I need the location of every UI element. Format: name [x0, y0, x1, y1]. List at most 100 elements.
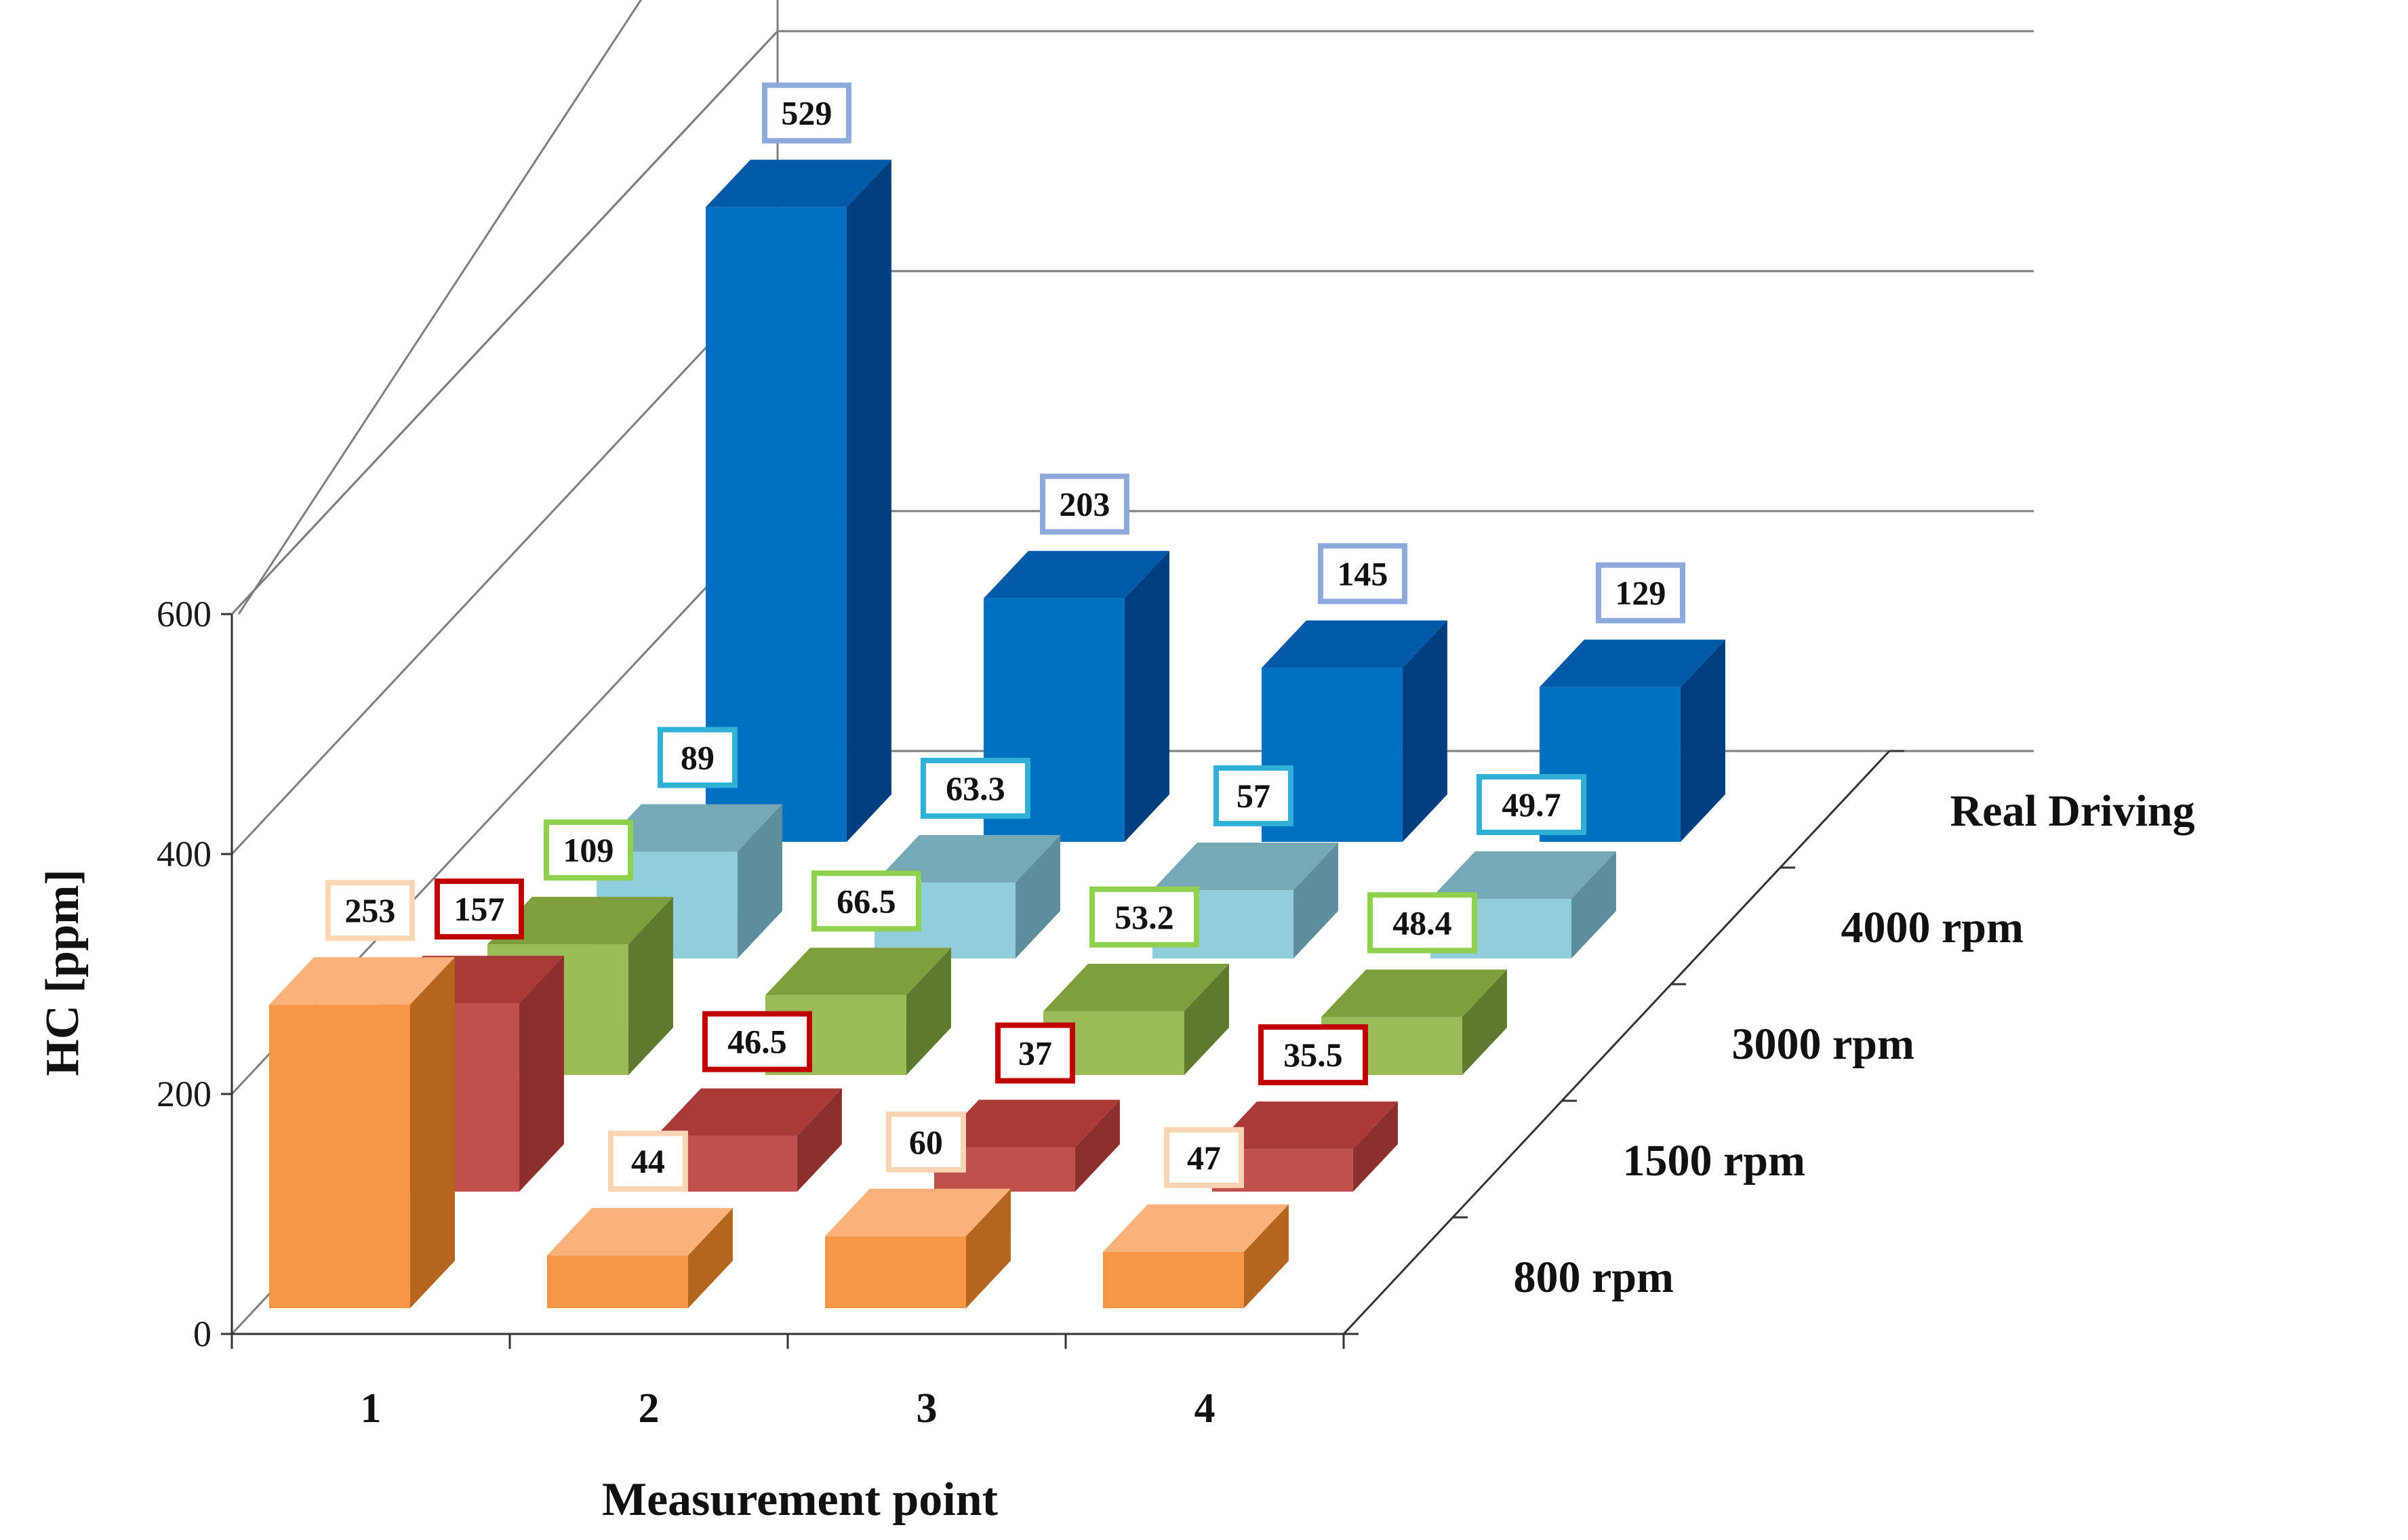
data-label: 60	[909, 1123, 943, 1161]
bar-top	[1043, 963, 1229, 1011]
bar-top	[983, 550, 1169, 599]
bar: 145	[1261, 543, 1447, 842]
wall-top-diagonal	[237, 0, 643, 615]
bar-top	[656, 1088, 842, 1136]
data-label: 44	[631, 1142, 665, 1180]
data-label: 66.5	[837, 882, 896, 920]
bar-side	[1402, 620, 1447, 842]
bar: 49.7	[1430, 774, 1616, 958]
data-label: 47	[1187, 1139, 1221, 1177]
data-label: 109	[563, 831, 614, 869]
bar-side	[1293, 843, 1338, 958]
x-tick-label: 1	[361, 1385, 382, 1432]
legend-series-label: 1500 rpm	[1623, 1136, 1805, 1186]
data-label-box	[702, 1011, 812, 1072]
bar: 203	[983, 473, 1169, 842]
data-label-box	[1089, 886, 1199, 948]
bar-top	[934, 1099, 1120, 1148]
bar-top	[1261, 620, 1447, 668]
wall-top-edge	[230, 30, 779, 615]
bars: 529 203 145 129 89 63.3 57 49.7 109 66.5 53.2 48.4 1…	[268, 82, 1725, 1308]
bar: 60	[824, 1111, 1011, 1308]
data-label-box	[543, 819, 633, 881]
data-label-box	[1039, 473, 1129, 535]
data-label-box	[1476, 774, 1586, 836]
bar: 44	[546, 1131, 733, 1308]
bar-side	[965, 1188, 1011, 1308]
data-label: 49.7	[1502, 786, 1561, 824]
legend-series-label: 4000 rpm	[1841, 903, 2024, 952]
bar-side	[1462, 969, 1507, 1075]
data-label: 37	[1018, 1034, 1052, 1072]
data-label: 529	[781, 94, 832, 132]
depth-axis-line	[1342, 750, 1891, 1335]
data-label: 35.5	[1283, 1036, 1343, 1074]
data-label-box	[1213, 765, 1293, 827]
x-axis-title: Measurement point	[602, 1474, 998, 1526]
data-label: 129	[1615, 574, 1666, 612]
bar-side	[737, 804, 782, 958]
data-label-box	[657, 727, 738, 788]
bar-side	[1184, 963, 1229, 1075]
bar-top	[268, 957, 455, 1005]
bar-front	[268, 1005, 410, 1308]
legend-series-label: 800 rpm	[1514, 1253, 1674, 1302]
bar-top	[1430, 851, 1616, 899]
data-label-box	[434, 878, 524, 940]
data-label-box	[761, 82, 851, 144]
bar-top	[546, 1208, 733, 1256]
gridlines: 0 200 400 600	[157, 0, 2034, 1354]
x-tick-label: 4	[1195, 1385, 1216, 1432]
bar-top	[705, 159, 891, 207]
bar-side	[519, 956, 564, 1192]
x-tick-label: 3	[917, 1385, 938, 1432]
data-label-box	[1595, 562, 1685, 624]
bar: 47	[1102, 1127, 1289, 1308]
bar-side	[1075, 1099, 1120, 1192]
bar-side	[797, 1088, 842, 1192]
y-axis-title: HC [ppm]	[37, 869, 89, 1076]
data-label-box	[325, 880, 415, 941]
bar-top	[1152, 843, 1338, 891]
bar-top	[596, 804, 782, 852]
data-label-box	[1367, 892, 1477, 954]
bar-top	[487, 897, 673, 945]
bar-side	[906, 948, 951, 1075]
bar-top	[1211, 1101, 1398, 1150]
bar-side	[1243, 1204, 1289, 1308]
x-tick-label: 2	[639, 1385, 660, 1432]
bar-side	[1352, 1101, 1398, 1192]
bar-front	[546, 1255, 688, 1308]
bar-front	[824, 1236, 966, 1308]
y-tick-label: 200	[157, 1074, 212, 1114]
data-label: 57	[1237, 777, 1270, 815]
y-tick-label: 0	[193, 1314, 212, 1354]
y-tick-label: 400	[157, 834, 212, 874]
bar-side	[687, 1208, 733, 1308]
bar-side	[846, 159, 891, 843]
gridline-side	[230, 270, 779, 855]
data-label-box	[607, 1131, 688, 1192]
bar-top	[765, 948, 951, 996]
data-label-box	[920, 757, 1030, 819]
data-label: 48.4	[1392, 904, 1452, 941]
data-label: 145	[1337, 554, 1388, 592]
legend-series-label: 3000 rpm	[1732, 1019, 1914, 1069]
data-label-box	[1317, 543, 1407, 605]
bar-side	[409, 957, 455, 1308]
data-label: 253	[344, 891, 395, 929]
data-label-box	[885, 1111, 966, 1173]
bar-top	[1321, 969, 1507, 1017]
bar-side	[628, 897, 673, 1075]
data-label-box	[1258, 1024, 1368, 1086]
bar-side	[1015, 834, 1060, 958]
data-label: 63.3	[946, 769, 1005, 807]
data-label: 157	[454, 890, 504, 928]
data-label-box	[1163, 1127, 1244, 1188]
bar-side	[1124, 550, 1169, 842]
data-label: 89	[681, 738, 715, 776]
bar-top	[824, 1188, 1011, 1236]
data-label-box	[811, 870, 921, 932]
